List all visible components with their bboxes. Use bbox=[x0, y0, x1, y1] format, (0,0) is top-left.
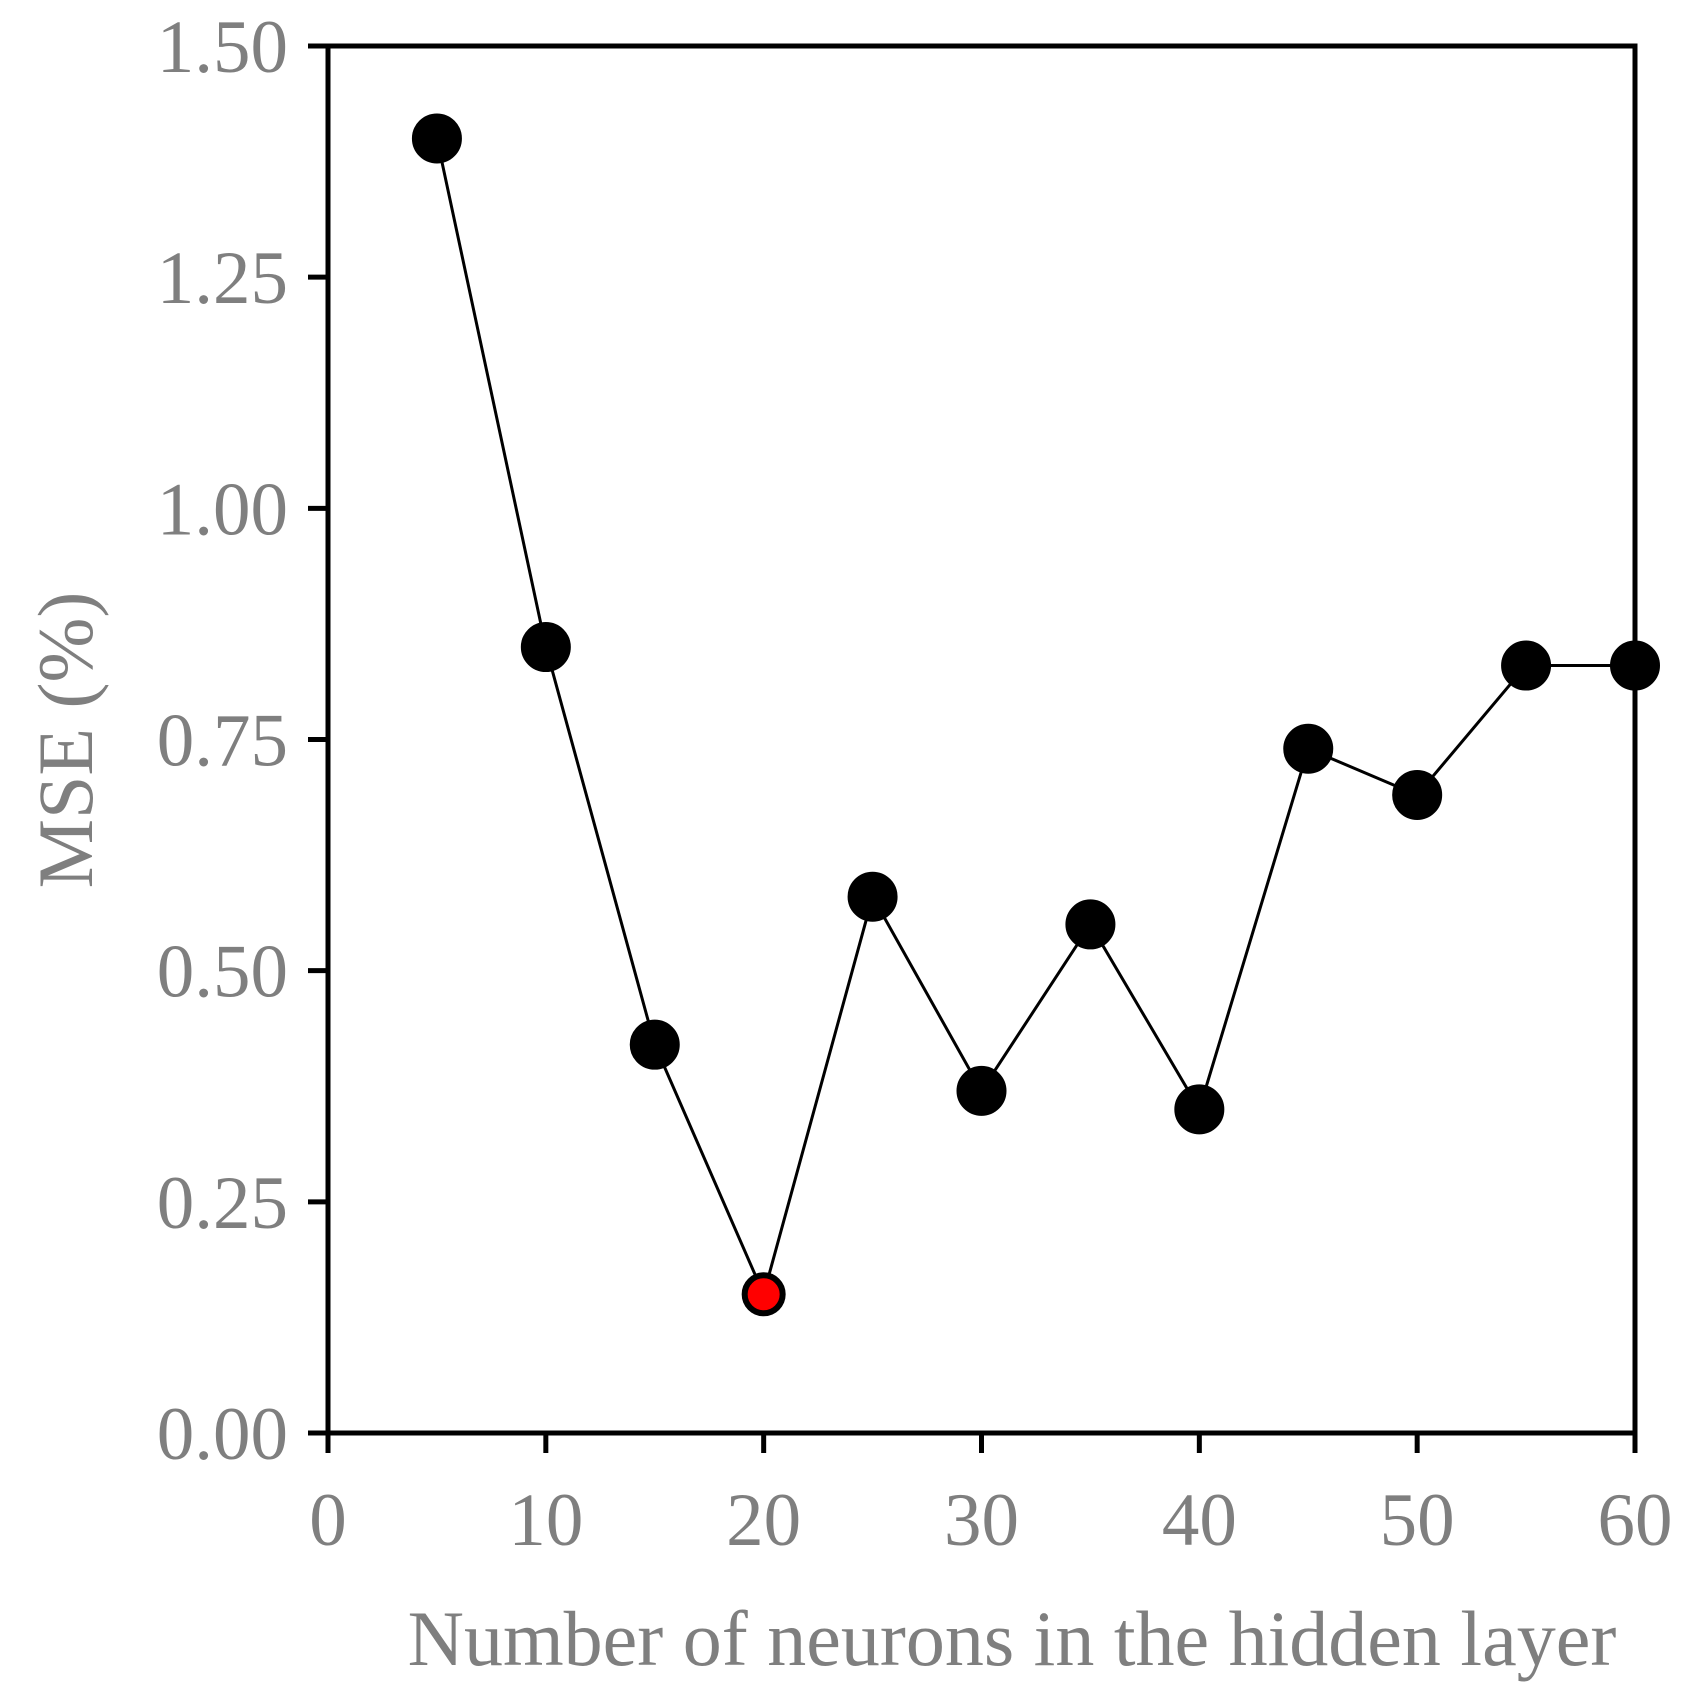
x-axis-title: Number of neurons in the hidden layer bbox=[408, 1595, 1617, 1682]
x-axis-ticks: 0 10 20 30 40 50 60 bbox=[309, 1433, 1673, 1562]
y-tick-label: 0.50 bbox=[157, 931, 288, 1014]
y-tick-label: 0.00 bbox=[157, 1393, 288, 1476]
data-point bbox=[1392, 769, 1443, 820]
x-tick-label: 30 bbox=[944, 1479, 1019, 1562]
data-point bbox=[847, 871, 898, 922]
x-tick-label: 0 bbox=[309, 1479, 347, 1562]
data-point bbox=[520, 622, 571, 673]
y-axis-ticks: 0.00 0.25 0.50 0.75 1.00 1.25 1.50 bbox=[157, 6, 328, 1476]
data-point bbox=[1283, 723, 1334, 774]
data-point bbox=[1610, 640, 1660, 691]
data-point bbox=[629, 1019, 680, 1070]
highlight-point bbox=[741, 1272, 786, 1317]
x-tick-label: 20 bbox=[726, 1479, 801, 1562]
y-tick-label: 1.50 bbox=[157, 6, 288, 89]
data-point bbox=[1065, 899, 1116, 950]
data-point bbox=[411, 113, 462, 164]
x-tick-label: 50 bbox=[1380, 1479, 1455, 1562]
x-tick-label: 10 bbox=[508, 1479, 583, 1562]
data-point bbox=[1174, 1084, 1225, 1135]
y-tick-label: 1.25 bbox=[157, 237, 288, 320]
y-tick-label: 0.75 bbox=[157, 700, 288, 783]
data-point bbox=[956, 1065, 1007, 1116]
data-point bbox=[1501, 640, 1552, 691]
y-tick-label: 1.00 bbox=[157, 468, 288, 551]
y-axis-title: MSE (%) bbox=[22, 592, 109, 889]
series-line bbox=[435, 138, 1635, 1299]
series-layer bbox=[411, 113, 1660, 1317]
y-tick-label: 0.25 bbox=[157, 1162, 288, 1245]
x-tick-label: 40 bbox=[1162, 1479, 1237, 1562]
plot-frame bbox=[325, 43, 1638, 1436]
x-tick-label: 60 bbox=[1598, 1479, 1673, 1562]
